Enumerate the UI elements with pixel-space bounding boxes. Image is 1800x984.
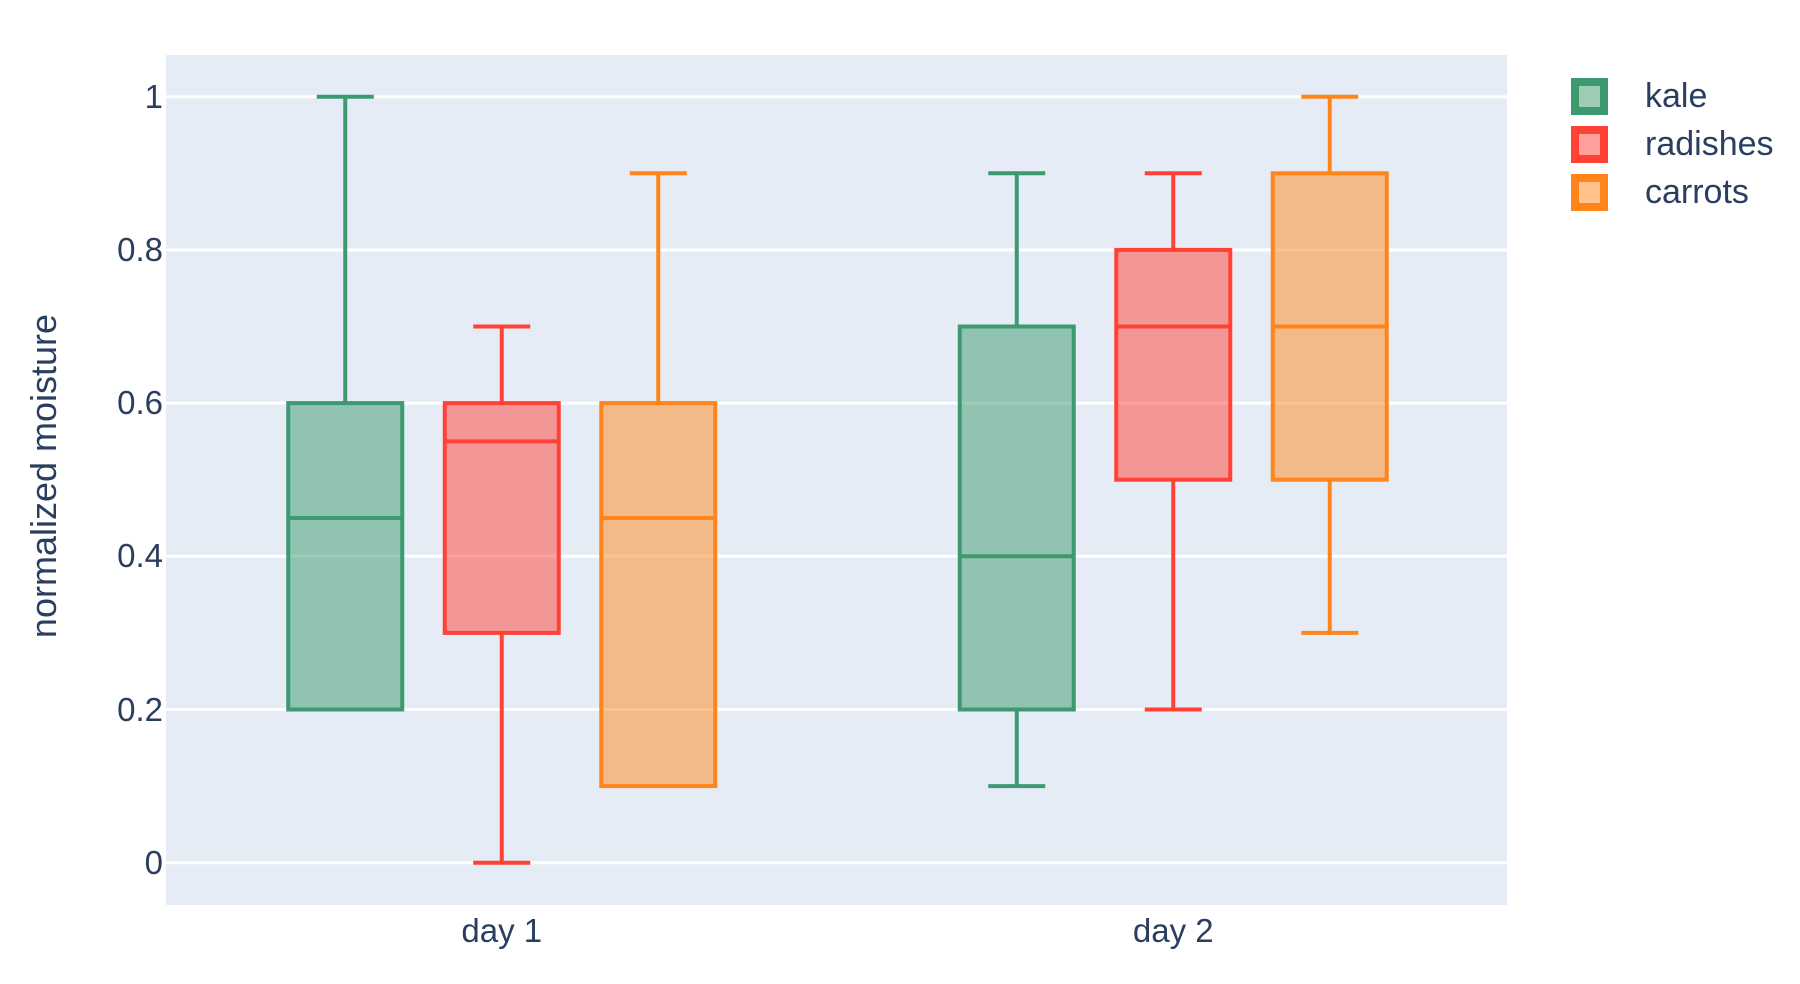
legend-label-kale: kale	[1645, 76, 1708, 115]
box-radishes-day-1	[442, 324, 561, 865]
legend-item-kale[interactable]: kale	[1571, 72, 1774, 120]
box-carrots-day-2	[1270, 94, 1389, 635]
legend-swatch-radishes	[1571, 125, 1608, 163]
y-tick-label-0.2: 0.2	[117, 690, 163, 728]
legend: kale radishes carrots	[1571, 72, 1774, 216]
y-tick-label-0.8: 0.8	[117, 230, 163, 268]
legend-label-radishes: radishes	[1645, 124, 1774, 163]
legend-label-carrots: carrots	[1645, 172, 1749, 211]
box-kale-day-1	[286, 94, 405, 712]
box-carrots-day-1	[599, 171, 718, 789]
x-tick-label-day-1: day 1	[461, 912, 543, 949]
legend-swatch-carrots	[1571, 173, 1608, 211]
legend-item-radishes[interactable]: radishes	[1571, 120, 1774, 168]
iqr-box	[1114, 247, 1233, 482]
legend-swatch-kale	[1571, 77, 1608, 115]
legend-item-carrots[interactable]: carrots	[1571, 168, 1774, 216]
iqr-box	[957, 324, 1076, 712]
iqr-box	[286, 401, 405, 712]
y-tick-label-0.4: 0.4	[117, 537, 163, 575]
y-tick-label-1: 1	[144, 77, 163, 115]
y-tick-label-0: 0	[144, 843, 163, 881]
iqr-box	[599, 401, 718, 789]
iqr-box	[442, 401, 561, 635]
box-kale-day-2	[957, 171, 1076, 789]
y-tick-label-0.6: 0.6	[117, 384, 163, 422]
box-radishes-day-2	[1114, 171, 1233, 712]
x-tick-label-day-2: day 2	[1132, 912, 1214, 949]
